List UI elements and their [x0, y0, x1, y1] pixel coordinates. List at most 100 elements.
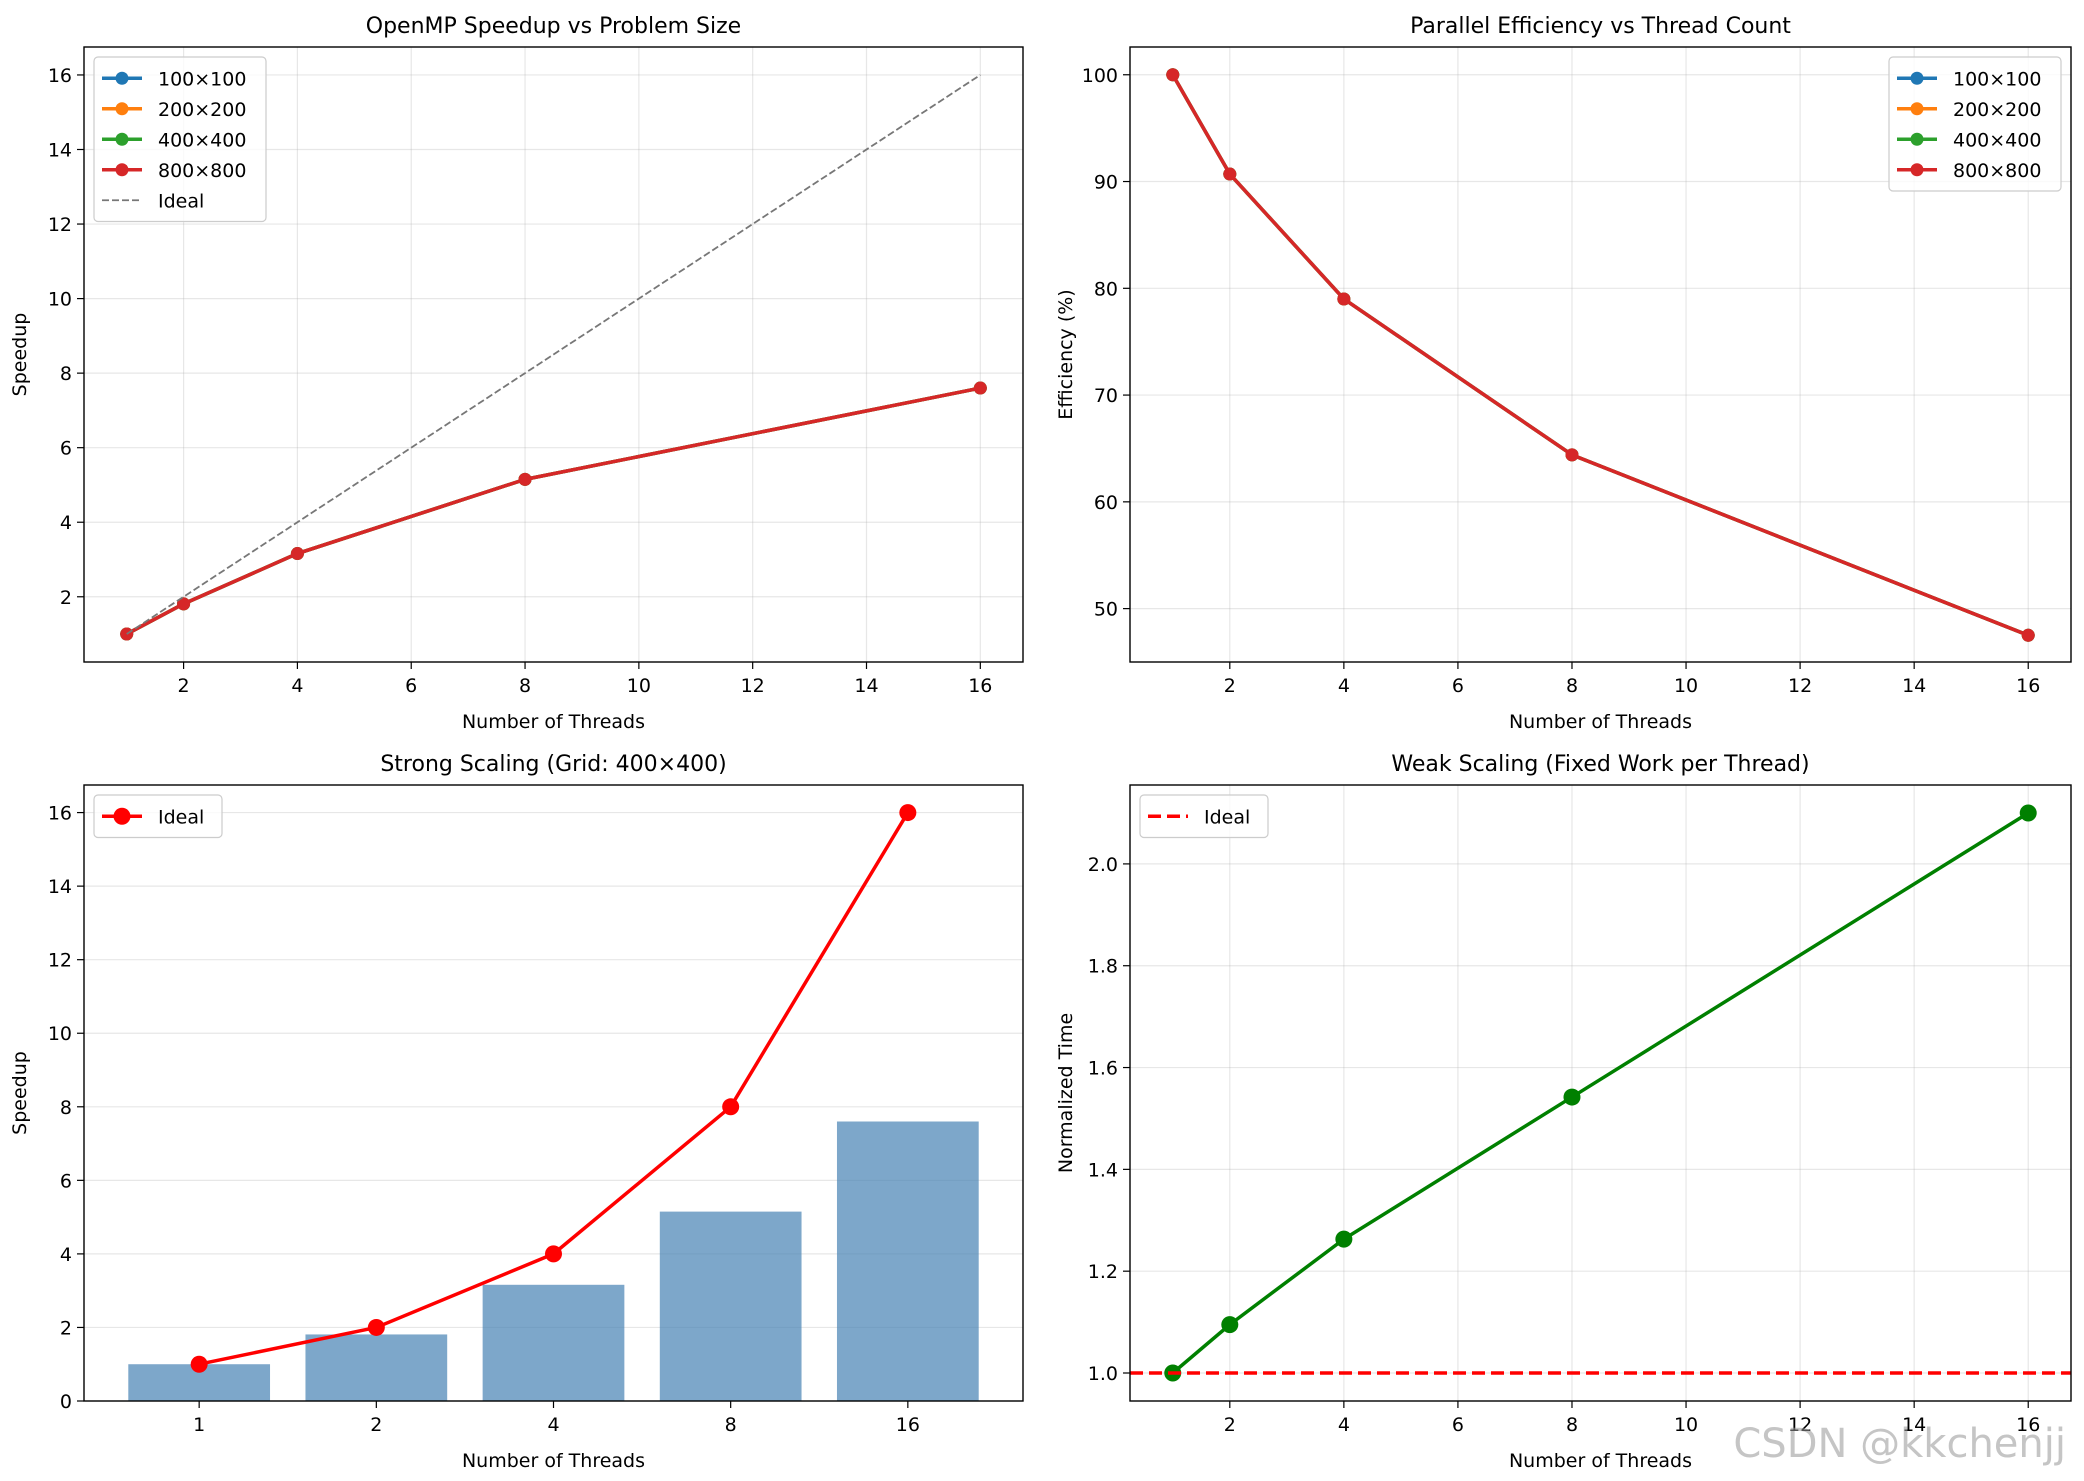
legend-item: 400×400: [102, 129, 246, 151]
legend-box: [1139, 794, 1269, 839]
y-tick-label: 16: [48, 803, 72, 825]
y-tick-label: 14: [48, 876, 72, 898]
y-tick-label: 1.4: [1088, 1159, 1118, 1181]
x-tick-label: 6: [1452, 675, 1464, 697]
chart-title: OpenMP Speedup vs Problem Size: [366, 14, 741, 39]
legend-item: 200×200: [102, 99, 246, 121]
y-tick-label: 10: [48, 1023, 72, 1045]
legend-label: 200×200: [1953, 99, 2041, 121]
x-tick-label: 14: [1902, 1414, 1926, 1436]
series-point-800×800: [1223, 167, 1237, 181]
legend-box: [93, 794, 223, 839]
series-line-ideal: [126, 74, 981, 635]
legend-item: 100×100: [1897, 68, 2041, 90]
legend-label: Ideal: [1204, 806, 1250, 828]
bar-2: [305, 1334, 448, 1401]
x-tick-label: 12: [741, 675, 765, 697]
x-tick-label: 10: [1674, 675, 1698, 697]
series-point-Actual: [2019, 804, 2037, 822]
x-tick-label: 16: [968, 675, 992, 697]
legend-marker: [115, 163, 129, 177]
legend-marker: [1910, 132, 1924, 146]
series-point-800×800: [290, 547, 304, 561]
y-axis-label: Speedup: [9, 313, 31, 397]
y-tick-label: 1.2: [1088, 1261, 1118, 1283]
x-tick-label: 16: [896, 1414, 920, 1436]
legend-label: 100×100: [158, 68, 246, 90]
legend-item: Ideal: [102, 806, 204, 828]
y-tick-label: 80: [1094, 278, 1118, 300]
x-tick-label: 2: [178, 675, 190, 697]
legend-marker: [1910, 102, 1924, 116]
y-tick-label: 12: [48, 950, 72, 972]
legend-marker: [1910, 71, 1924, 85]
y-tick-label: 2: [60, 587, 72, 609]
legend-label: Ideal: [158, 190, 204, 212]
legend: 100×100 200×200 400×400 800×800 Ideal: [93, 56, 267, 223]
legend-label: 200×200: [158, 99, 246, 121]
watermark: CSDN @kkchenjj: [1733, 1421, 2066, 1467]
y-tick-label: 4: [60, 512, 72, 534]
x-tick-label: 8: [725, 1414, 737, 1436]
legend-label: 400×400: [158, 129, 246, 151]
series-point-800×800: [1337, 292, 1351, 306]
y-tick-label: 14: [48, 140, 72, 162]
x-axis-label: Number of Threads: [1509, 711, 1692, 733]
axes-frame: [1129, 46, 2072, 663]
series-point-800×800: [1166, 68, 1180, 82]
series-point-Actual: [1335, 1230, 1353, 1248]
x-tick-label: 1: [193, 1414, 205, 1436]
plot-area: [1166, 68, 2035, 642]
y-tick-label: 8: [60, 1097, 72, 1119]
x-tick-label: 16: [2016, 1414, 2040, 1436]
x-tick-label: 12: [1788, 675, 1812, 697]
x-axis-label: Number of Threads: [1509, 1450, 1692, 1472]
bar-4: [482, 1284, 625, 1401]
chart-p1: OpenMP Speedup vs Problem Size Number of …: [9, 14, 1024, 733]
x-tick-label: 12: [1788, 1414, 1812, 1436]
series-point-800×800: [973, 381, 987, 395]
y-tick-label: 1.8: [1088, 956, 1118, 978]
y-tick-label: 4: [60, 1244, 72, 1266]
series-point-800×800: [177, 597, 191, 611]
plot-area: [128, 804, 979, 1401]
series-point-800×800: [518, 472, 532, 486]
x-tick-label: 16: [2016, 675, 2040, 697]
ideal-point: [190, 1355, 208, 1373]
x-tick-label: 8: [519, 675, 531, 697]
chart-title: Strong Scaling (Grid: 400×400): [380, 752, 726, 777]
bar-16: [836, 1121, 979, 1401]
chart-title: Parallel Efficiency vs Thread Count: [1410, 14, 1791, 39]
series-point-800×800: [1565, 448, 1579, 462]
y-tick-label: 2: [60, 1317, 72, 1339]
legend-label: 400×400: [1953, 129, 2041, 151]
y-tick-label: 1.0: [1088, 1363, 1118, 1385]
x-tick-label: 2: [1224, 1414, 1236, 1436]
legend-label: 100×100: [1953, 68, 2041, 90]
legend-marker: [1910, 163, 1924, 177]
x-tick-label: 2: [1224, 675, 1236, 697]
plot-area: [120, 74, 987, 641]
ideal-point: [899, 804, 917, 822]
legend-item: 200×200: [1897, 99, 2041, 121]
legend-box: [93, 56, 267, 223]
x-tick-label: 6: [1452, 1414, 1464, 1436]
legend-item: 400×400: [1897, 129, 2041, 151]
x-tick-label: 4: [1338, 1414, 1350, 1436]
ideal-point: [722, 1098, 740, 1116]
x-axis-label: Number of Threads: [462, 1450, 645, 1472]
chart-p3: Strong Scaling (Grid: 400×400) Number of …: [9, 752, 1024, 1472]
chart-p4: Weak Scaling (Fixed Work per Thread) Numb…: [1055, 752, 2072, 1472]
x-tick-label: 14: [1902, 675, 1926, 697]
x-axis-label: Number of Threads: [462, 711, 645, 733]
y-tick-label: 90: [1094, 172, 1118, 194]
y-tick-label: 60: [1094, 492, 1118, 514]
y-tick-label: 12: [48, 214, 72, 236]
y-tick-label: 16: [48, 65, 72, 87]
y-tick-label: 2.0: [1088, 854, 1118, 876]
y-tick-label: 8: [60, 363, 72, 385]
y-axis-label: Speedup: [9, 1051, 31, 1135]
x-tick-label: 14: [854, 675, 878, 697]
x-tick-label: 10: [627, 675, 651, 697]
x-tick-label: 2: [370, 1414, 382, 1436]
